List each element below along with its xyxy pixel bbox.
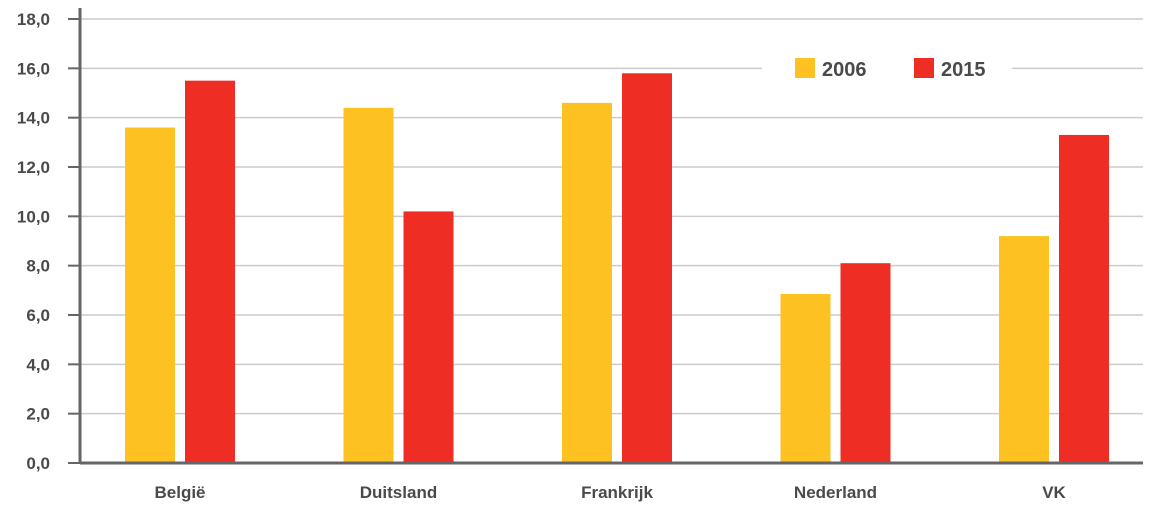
legend-swatch-2006 [795, 58, 815, 78]
y-tick-label: 6,0 [26, 306, 50, 325]
bar-2015-belgië [185, 81, 235, 463]
x-axis-labels: België Duitsland Frankrijk Nederland VK [154, 483, 1066, 502]
y-tick-label: 10,0 [17, 207, 50, 226]
bar-2006-vk [999, 236, 1049, 463]
y-tick-label: 2,0 [26, 405, 50, 424]
x-tick-label: Nederland [794, 483, 877, 502]
y-tick-label: 18,0 [17, 10, 50, 29]
x-tick-label: Frankrijk [581, 483, 653, 502]
y-tick-label: 12,0 [17, 158, 50, 177]
bar-2006-frankrijk [562, 103, 612, 463]
bar-2006-nederland [781, 294, 831, 463]
legend-label-2015: 2015 [941, 59, 986, 81]
legend-label-2006: 2006 [822, 59, 867, 81]
x-tick-label: België [154, 483, 205, 502]
bar-2015-duitsland [404, 211, 454, 463]
y-tick-label: 8,0 [26, 257, 50, 276]
x-tick-label: Duitsland [360, 483, 437, 502]
bar-2015-vk [1059, 135, 1109, 463]
y-tick-label: 4,0 [26, 355, 50, 374]
bar-2015-nederland [841, 263, 891, 463]
y-axis-ticks: 0,0 2,0 4,0 6,0 8,0 10,0 12,0 14,0 16,0 18,0 [17, 10, 80, 473]
legend-swatch-2015 [914, 58, 934, 78]
bar-2015-frankrijk [622, 73, 672, 463]
bar-2006-duitsland [344, 108, 394, 463]
y-tick-label: 0,0 [26, 454, 50, 473]
bars [125, 73, 1109, 463]
x-tick-label: VK [1042, 483, 1066, 502]
y-tick-label: 16,0 [17, 59, 50, 78]
legend: 2006 2015 [795, 58, 986, 81]
bar-2006-belgië [125, 128, 175, 463]
y-tick-label: 14,0 [17, 109, 50, 128]
